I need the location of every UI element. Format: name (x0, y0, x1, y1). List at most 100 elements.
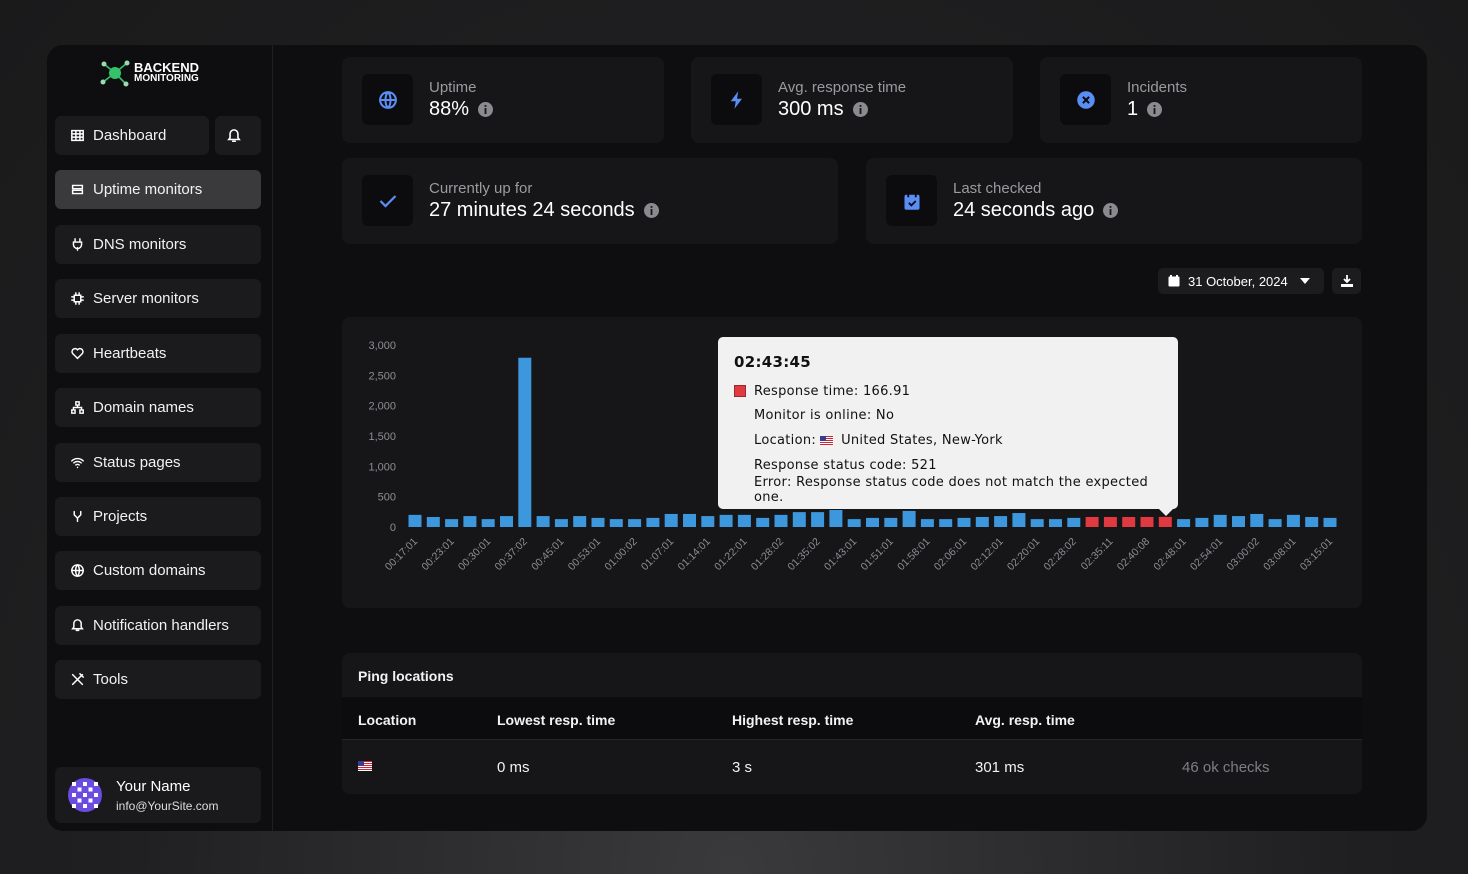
bar (701, 516, 715, 527)
icon-shape (379, 194, 396, 208)
icon-shape (71, 673, 84, 686)
stat-card: Last checked 24 seconds ago (866, 158, 1362, 244)
icon-shape (71, 457, 84, 469)
x-tick-label: 03:08:01 (1261, 536, 1298, 573)
stat-label: Avg. response time (778, 79, 907, 96)
checks-cell: 46 ok checks (1182, 759, 1270, 776)
avatar-dot (88, 798, 93, 803)
info-bar (650, 209, 653, 215)
bar (1067, 517, 1081, 527)
x-tick-label: 02:06:01 (932, 536, 969, 573)
y-tick-label: 3,000 (368, 340, 396, 352)
nav-item[interactable]: Projects (55, 497, 261, 536)
stat-card: Avg. response time 300 ms (691, 57, 1013, 143)
table-header (342, 697, 1362, 740)
y-tick-label: 2,500 (368, 370, 396, 382)
nav-item[interactable]: Domain names (55, 388, 261, 427)
icon-shape (906, 191, 917, 207)
x-tick-label: 01:58:01 (895, 536, 932, 573)
bar (1213, 514, 1227, 527)
nav-item[interactable]: Notification handlers (55, 606, 261, 645)
bar (975, 516, 989, 527)
bar (792, 512, 806, 527)
bar (408, 514, 422, 527)
icon (226, 128, 241, 142)
avatar-dot (94, 793, 98, 797)
tooltip-caret (1158, 508, 1174, 516)
download-button[interactable] (1332, 268, 1361, 294)
icon (71, 347, 84, 360)
stat-icon-box (886, 175, 937, 226)
stat-value-text: 27 minutes 24 seconds (429, 199, 635, 221)
bar (866, 517, 879, 527)
icon (378, 90, 397, 109)
bar (1250, 513, 1264, 527)
stat-value: 300 ms (778, 98, 868, 121)
icon (71, 129, 84, 142)
location-cell (358, 761, 372, 771)
user-card: Your Name info@YourSite.com (55, 767, 261, 823)
nav-label: Heartbeats (93, 345, 167, 362)
icon-shape (71, 292, 84, 305)
stat-value: 1 (1127, 98, 1163, 121)
user-name: Your Name (116, 778, 191, 795)
flag-stripe (820, 439, 834, 441)
avatar-dot (72, 793, 76, 797)
nav-item[interactable]: Custom domains (55, 551, 261, 590)
tooltip-line: Monitor is online: No (734, 404, 1162, 429)
y-tick-label: 0 (390, 522, 396, 534)
stat-value-text: 88% (429, 98, 470, 120)
nav-label: Dashboard (93, 127, 167, 144)
flag-stripe (358, 769, 372, 770)
bar (1158, 516, 1172, 527)
bar (756, 517, 770, 527)
table-cell: 3 s (732, 759, 753, 776)
stat-label: Last checked (953, 180, 1042, 197)
icon-shape (71, 564, 84, 577)
flag-canton (358, 761, 364, 766)
icon (71, 619, 84, 632)
stat-value: 27 minutes 24 seconds (429, 199, 659, 222)
tooltip-text: Error: Response status code does not mat… (754, 474, 1149, 505)
nav-item[interactable]: Dashboard (55, 116, 209, 155)
flag-stripe (820, 443, 834, 445)
nav-item[interactable]: Server monitors (55, 279, 261, 318)
x-tick-label: 03:15:01 (1298, 536, 1335, 573)
nav-item[interactable]: Heartbeats (55, 334, 261, 373)
icon-shape (1081, 95, 1090, 104)
x-tick-label: 02:54:01 (1188, 536, 1225, 573)
info-dot (650, 206, 653, 208)
nav-item[interactable]: Uptime monitors (55, 170, 261, 209)
bar (1195, 517, 1209, 527)
bar (683, 513, 696, 527)
calendar-icon (1168, 275, 1180, 287)
bar (445, 519, 459, 527)
notifications-button[interactable] (215, 116, 261, 155)
flag-stripe (820, 441, 834, 443)
icon-shape (378, 90, 397, 109)
nav-item[interactable]: Status pages (55, 443, 261, 482)
bar (1085, 516, 1099, 527)
table-cell: 301 ms (975, 759, 1025, 776)
bar (994, 516, 1008, 527)
bar (481, 519, 495, 527)
nav-item[interactable]: DNS monitors (55, 225, 261, 264)
bar (664, 513, 678, 527)
stat-icon-box (1060, 74, 1111, 125)
icon (71, 292, 84, 305)
tooltip-text: Response status code: 521 (754, 457, 937, 473)
stat-label: Uptime (429, 79, 477, 96)
us-flag (820, 435, 834, 445)
avatar-dot (83, 782, 87, 786)
nav-item[interactable]: Tools (55, 660, 261, 699)
flag-stripe (358, 761, 372, 762)
stat-label: Currently up for (429, 180, 533, 197)
icon (71, 184, 84, 195)
x-tick-label: 00:30:01 (456, 536, 493, 573)
bar (719, 514, 733, 527)
stat-value-text: 24 seconds ago (953, 199, 1095, 221)
date-picker[interactable]: 31 October, 2024 (1158, 268, 1324, 294)
bar (774, 514, 788, 527)
bar (884, 517, 898, 527)
